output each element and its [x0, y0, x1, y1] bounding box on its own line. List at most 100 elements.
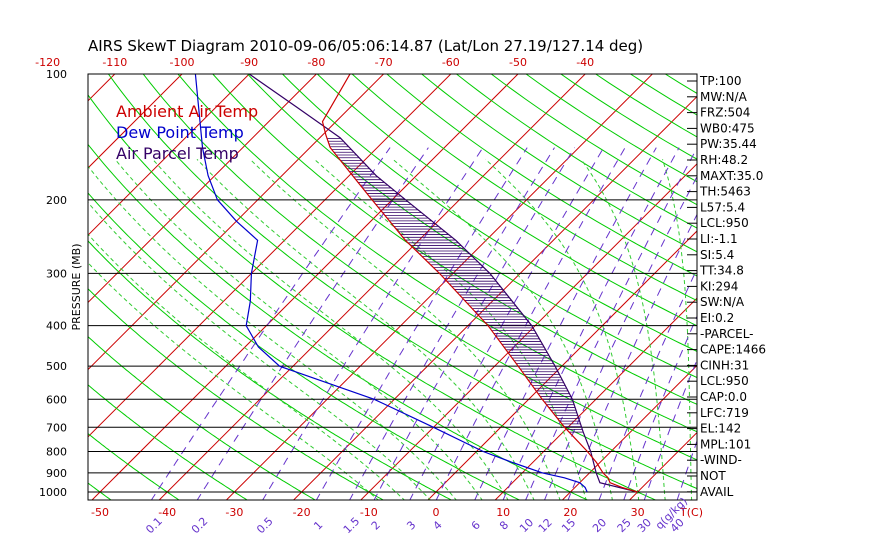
isotherm-line [494, 297, 697, 500]
moist-adiabat-line [485, 158, 640, 500]
isotherm-line [88, 74, 183, 169]
bottom-temp-tick-label: -50 [91, 506, 109, 519]
moist-adiabat-line [114, 158, 483, 500]
index-entry: MW:N/A [700, 90, 748, 104]
top-temp-tick-label: -70 [375, 56, 393, 69]
mixing-ratio-tick-label: 3 [404, 518, 418, 532]
isotherm-line [88, 74, 116, 102]
dewpoint-line [194, 74, 588, 493]
legend: Ambient Air Temp Dew Point Temp Air Parcel… [116, 102, 258, 163]
index-entry: LFC:719 [700, 406, 749, 420]
mixing-ratio-tick-label: 2 [369, 518, 383, 532]
dry-adiabat-line [281, 74, 697, 352]
index-entry: NOT [700, 469, 726, 483]
dry-adiabat-line [88, 384, 249, 500]
dry-adiabat-line [107, 74, 697, 490]
dry-adiabat-line [88, 94, 657, 500]
bottom-temp-tick-label: -10 [360, 506, 378, 519]
index-entry: SW:N/A [700, 295, 745, 309]
bottom-temp-tick-label: 0 [433, 506, 440, 519]
isotherm-line [360, 163, 697, 500]
index-entry: EI:0.2 [700, 311, 734, 325]
dry-adiabat-line [664, 74, 697, 94]
cape-hatching [327, 138, 584, 433]
mixing-ratio-tick-label: 0.2 [189, 515, 211, 537]
isotherm-line [88, 74, 385, 371]
isotherm-line [292, 95, 697, 500]
dry-adiabat-line [316, 74, 697, 327]
mixing-ratio-tick-label: 6 [469, 518, 483, 532]
top-temp-tick-label: -110 [102, 56, 127, 69]
mixing-ratio-tick-label: 12 [536, 516, 555, 535]
pressure-tick-label: 700 [46, 421, 67, 434]
index-entry: TH:5463 [699, 185, 751, 199]
index-entry: CAP:0.0 [700, 390, 747, 404]
dry-adiabat-line [455, 74, 697, 229]
index-entry: TP:100 [699, 74, 742, 88]
index-entry: WB0:475 [700, 121, 755, 135]
dry-adiabat-line [386, 74, 697, 277]
top-temp-tick-label: -120 [35, 56, 60, 69]
dry-adiabat-line [177, 74, 697, 433]
dry-adiabat-line [88, 432, 180, 500]
dry-adiabat-line [246, 74, 697, 379]
bottom-temp-tick-label: 20 [563, 506, 577, 519]
top-temp-tick-label: -60 [442, 56, 460, 69]
isotherm-line [427, 230, 697, 500]
isotherm-line [561, 364, 697, 500]
parcel-line [248, 74, 638, 493]
top-temp-tick-label: -100 [170, 56, 195, 69]
isotherm-line [763, 65, 870, 501]
mixing-ratio-line [474, 147, 657, 500]
bottom-temp-tick-label: 30 [631, 506, 645, 519]
index-entry: -WIND- [700, 453, 742, 467]
dry-adiabat-line [88, 482, 112, 500]
top-temp-tick-label: -90 [240, 56, 258, 69]
isotherm-line [88, 74, 452, 438]
ambient-temp-line [321, 74, 638, 493]
pressure-tick-label: 300 [46, 267, 67, 280]
pressure-tick-label: 400 [46, 320, 67, 333]
dry-adiabat-line [420, 74, 697, 253]
dry-adiabat-line [88, 336, 317, 500]
moist-adiabat-line [392, 158, 613, 500]
mixing-ratio-line [409, 147, 605, 500]
index-entry: LCL:950 [700, 216, 749, 230]
top-temp-tick-label: -50 [509, 56, 527, 69]
pressure-tick-label: 1000 [39, 486, 67, 499]
moist-adiabat-line [662, 159, 693, 500]
dry-adiabat-line [88, 192, 521, 500]
mixing-ratio-tick-label: 1 [311, 518, 325, 532]
index-entry: CAPE:1466 [700, 343, 766, 357]
pressure-tick-label: 800 [46, 445, 67, 458]
top-temp-tick-label: -40 [576, 56, 594, 69]
dry-adiabat-line [490, 74, 697, 206]
legend-entry: Air Parcel Temp [116, 144, 239, 163]
index-entry: SI:5.4 [700, 248, 734, 262]
bottom-temp-tick-label: -40 [158, 506, 176, 519]
bottom-temp-tick-label: -30 [225, 506, 243, 519]
index-entry: LCL:950 [700, 374, 749, 388]
moist-adiabat-line [580, 159, 666, 500]
index-entry: MAXT:35.0 [700, 169, 763, 183]
legend-entry: Ambient Air Temp [116, 102, 258, 121]
isotherm-line [91, 74, 519, 500]
mixing-ratio-line [150, 147, 391, 500]
pressure-tick-label: 100 [46, 68, 67, 81]
index-entry: -PARCEL- [700, 327, 754, 341]
temp-unit-label: T(C) [679, 506, 703, 519]
chart-title: AIRS SkewT Diagram 2010-09-06/05:06:14.8… [88, 37, 643, 55]
mixing-ratio-tick-label: 8 [497, 518, 511, 532]
bottom-temp-tick-label: 10 [496, 506, 510, 519]
mixing-ratio-tick-label: 4 [431, 518, 445, 532]
legend-entry: Dew Point Temp [116, 123, 244, 142]
index-entry: PW:35.44 [700, 137, 757, 151]
isotherm-line [0, 65, 57, 501]
index-entry: KI:294 [700, 279, 738, 293]
index-entry: CINH:31 [700, 358, 749, 372]
index-entry: AVAIL [700, 485, 734, 499]
index-entry: EL:142 [700, 422, 741, 436]
mixing-ratio-line [315, 147, 528, 500]
